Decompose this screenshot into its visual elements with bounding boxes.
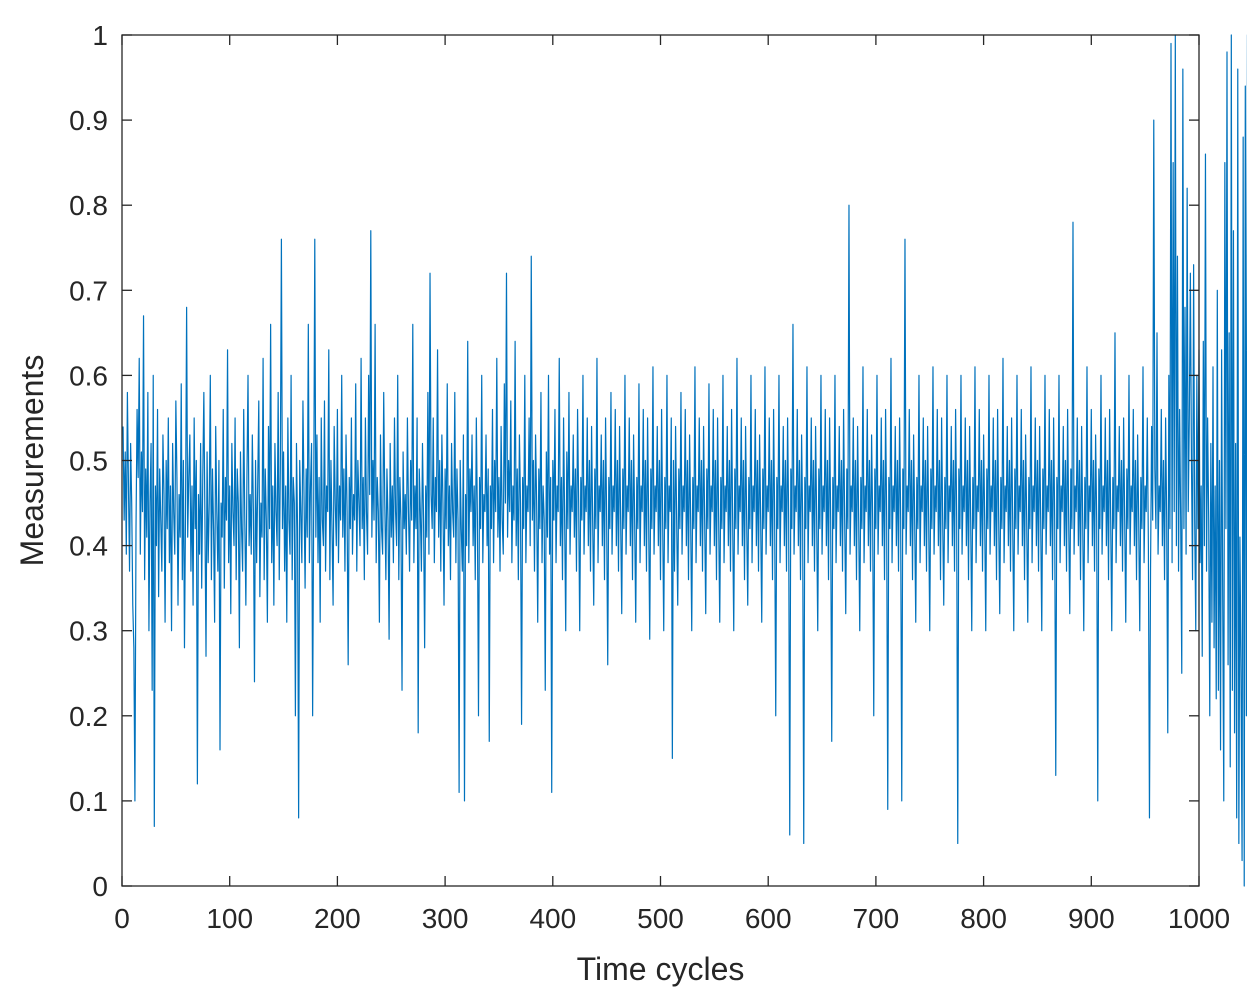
y-tick-label: 0.3 — [69, 616, 108, 647]
plot-background — [122, 35, 1199, 886]
y-tick-label: 0.5 — [69, 446, 108, 477]
x-tick-label: 900 — [1068, 903, 1115, 934]
x-tick-label: 800 — [960, 903, 1007, 934]
x-tick-label: 400 — [529, 903, 576, 934]
x-axis-label: Time cycles — [577, 951, 745, 987]
y-tick-label: 0.4 — [69, 531, 108, 562]
y-tick-label: 0 — [92, 871, 108, 902]
x-tick-label: 300 — [422, 903, 469, 934]
x-tick-label: 200 — [314, 903, 361, 934]
y-tick-label: 0.9 — [69, 105, 108, 136]
x-tick-label: 500 — [637, 903, 684, 934]
y-tick-label: 0.7 — [69, 275, 108, 306]
y-tick-label: 0.2 — [69, 701, 108, 732]
y-tick-label: 0.8 — [69, 190, 108, 221]
x-tick-label: 600 — [745, 903, 792, 934]
y-axis-ticks: 0 0.1 0.2 0.3 0.4 0.5 0.6 0.7 0.8 0.9 1 — [69, 20, 1199, 902]
y-axis-label: Measurements — [14, 355, 50, 567]
y-tick-label: 0.1 — [69, 786, 108, 817]
y-tick-label: 0.6 — [69, 360, 108, 391]
y-tick-label: 1 — [92, 20, 108, 51]
x-tick-label: 0 — [114, 903, 130, 934]
x-tick-label: 700 — [853, 903, 900, 934]
x-axis-ticks: 0 100 200 300 400 500 600 700 800 900 1000 — [114, 35, 1230, 934]
x-tick-label: 1000 — [1168, 903, 1230, 934]
x-tick-label: 100 — [206, 903, 253, 934]
measurement-series-line — [122, 34, 1247, 887]
